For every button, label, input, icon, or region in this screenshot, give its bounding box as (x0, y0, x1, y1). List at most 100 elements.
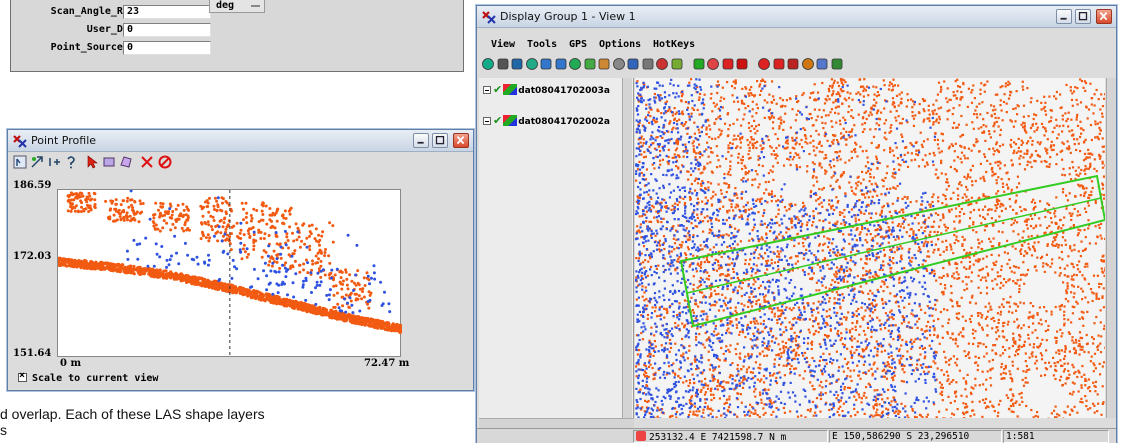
settings-icon[interactable] (612, 57, 626, 71)
map-point-orange (1098, 155, 1101, 158)
map-point-orange (1102, 150, 1105, 153)
draw-icon[interactable] (801, 57, 815, 71)
map-point-orange (694, 152, 698, 155)
fit-icon[interactable] (583, 57, 597, 71)
map-point-orange (744, 336, 747, 339)
map-point-orange (896, 248, 899, 252)
menu-options[interactable]: Options (599, 39, 642, 50)
profile-point-orange (77, 210, 80, 214)
map-point-orange (1026, 369, 1029, 372)
maximize-button[interactable] (432, 133, 448, 148)
map-point-orange (1066, 287, 1069, 290)
menu-hotkeys[interactable]: HotKeys (653, 39, 696, 50)
add-point-icon[interactable] (47, 155, 61, 169)
layer-row[interactable]: ✔ dat08041702003a (483, 83, 610, 97)
menu-gps[interactable]: GPS (569, 39, 588, 50)
map-point-orange (1098, 126, 1101, 129)
map-point-orange (719, 165, 722, 168)
help-icon[interactable] (64, 155, 78, 169)
profile-plot-area[interactable] (56, 189, 404, 358)
map-point-orange (818, 359, 821, 362)
select-icon[interactable] (786, 57, 800, 71)
close-button[interactable] (453, 133, 469, 148)
map-point-orange (957, 317, 960, 321)
map-point-orange (650, 326, 653, 329)
profile-icon[interactable] (692, 57, 706, 71)
redraw-icon[interactable] (481, 57, 495, 71)
visible-check-icon[interactable]: ✔ (493, 114, 503, 127)
map-point-orange (928, 117, 931, 120)
measure-icon[interactable] (626, 57, 640, 71)
map-point-orange (1013, 320, 1016, 323)
checkbox-box[interactable] (18, 370, 27, 382)
select-arrow-icon[interactable] (85, 155, 99, 169)
menu-tools[interactable]: Tools (527, 39, 558, 50)
record-icon[interactable] (757, 57, 771, 71)
map-view[interactable] (635, 78, 1105, 418)
map-point-orange (739, 352, 742, 355)
profile-point-orange (323, 251, 327, 254)
map-point-orange (911, 114, 914, 118)
map-point-orange (819, 266, 822, 269)
zoom-full-icon[interactable] (525, 57, 539, 71)
select-box-icon[interactable] (102, 155, 116, 169)
map-point-orange (1101, 365, 1104, 368)
layer-icon[interactable] (496, 57, 510, 71)
profile-point-orange (257, 294, 261, 298)
map-point-orange (791, 323, 794, 326)
layer-panel-scrollbar[interactable] (622, 78, 632, 418)
scale-to-view-checkbox[interactable]: Scale to current view (18, 370, 158, 384)
grid-icon[interactable] (830, 57, 844, 71)
delete-icon[interactable] (140, 155, 154, 169)
scan-angle-field[interactable]: 23 (123, 5, 211, 19)
map-point-orange (699, 92, 702, 96)
profile-scale-icon[interactable] (13, 155, 27, 169)
map-point-orange (778, 255, 781, 258)
map-point-orange (845, 258, 848, 261)
minimize-button[interactable] (1056, 9, 1072, 24)
sketch-icon[interactable] (815, 57, 829, 71)
map-point-orange (993, 121, 996, 124)
map-point-orange (828, 90, 831, 93)
pan-icon[interactable] (510, 57, 524, 71)
zoom-box-icon[interactable] (568, 57, 582, 71)
map-point-orange (892, 154, 896, 157)
clear-icon[interactable] (158, 155, 172, 169)
display-titlebar[interactable]: Display Group 1 - View 1 (477, 6, 1116, 28)
map-point-orange (917, 249, 920, 252)
expand-icon[interactable] (483, 117, 491, 125)
map-point-orange (1009, 404, 1012, 408)
map-point-orange (956, 345, 959, 348)
zoom-out-icon[interactable] (554, 57, 568, 71)
user-data-field[interactable]: 0 (123, 23, 211, 37)
map-point-orange (898, 335, 902, 338)
zoom-in-icon[interactable] (539, 57, 553, 71)
profile-point-orange (186, 274, 190, 278)
unit-select[interactable]: deg (209, 0, 265, 13)
map-point-orange (1010, 138, 1013, 142)
stop-icon[interactable] (655, 57, 669, 71)
next-icon[interactable] (706, 57, 720, 71)
find-icon[interactable] (772, 57, 786, 71)
point-source-field[interactable]: 0 (123, 41, 211, 55)
minimize-button[interactable] (413, 133, 429, 148)
maximize-button[interactable] (1075, 9, 1091, 24)
menu-view[interactable]: View (491, 39, 516, 50)
close-button[interactable] (1096, 9, 1112, 24)
select-polygon-icon[interactable] (119, 155, 133, 169)
map-point-orange (1075, 173, 1078, 176)
globe-icon[interactable] (597, 57, 611, 71)
profile-titlebar[interactable]: Point Profile (8, 130, 473, 152)
gps-icon[interactable] (641, 57, 655, 71)
map-point-orange (932, 112, 935, 115)
legend-icon[interactable] (670, 57, 684, 71)
map-point-orange (872, 405, 875, 408)
map-point-orange (1084, 168, 1087, 171)
zoom-extent-icon[interactable] (30, 155, 44, 169)
back-icon[interactable] (721, 57, 735, 71)
expand-icon[interactable] (483, 86, 491, 94)
map-point-orange (940, 393, 944, 396)
visible-check-icon[interactable]: ✔ (493, 83, 503, 96)
cancel-icon[interactable] (735, 57, 749, 71)
layer-row[interactable]: ✔ dat08041702002a (483, 114, 610, 128)
